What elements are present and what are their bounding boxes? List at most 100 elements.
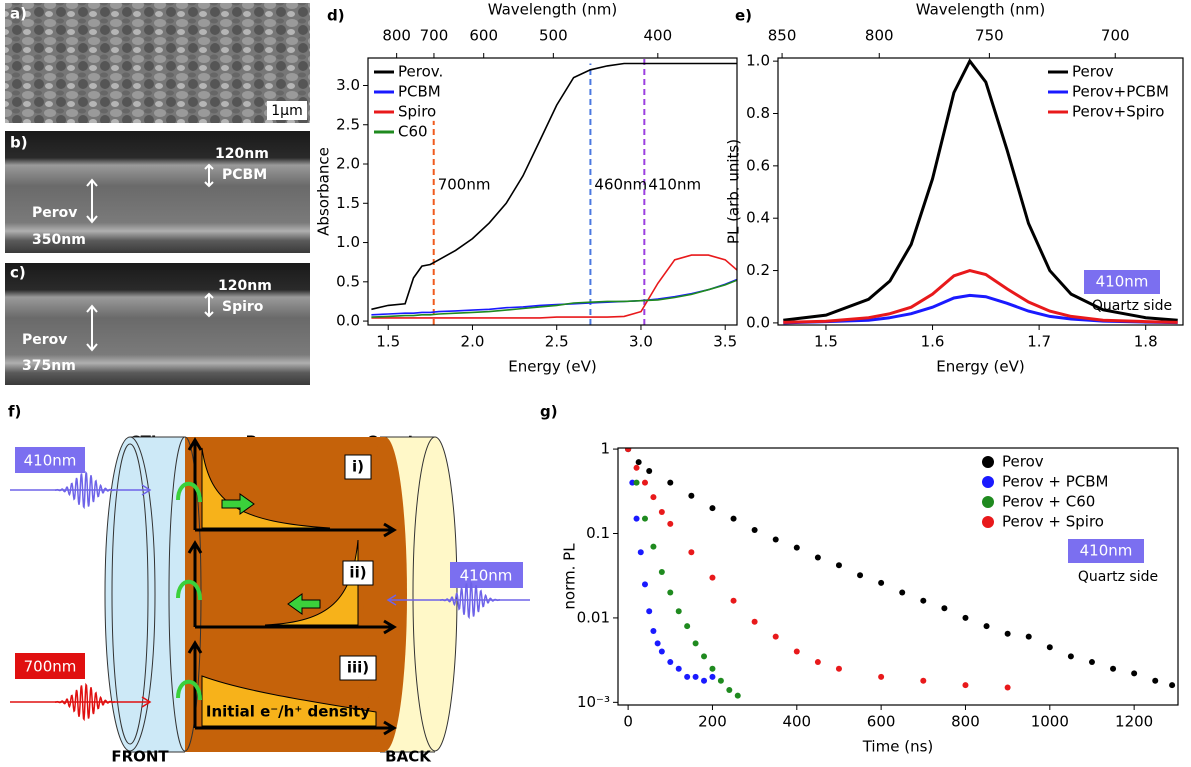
layer-name: Perov: [32, 205, 77, 221]
beam-head: [386, 594, 397, 606]
y-tick-label: 0.8: [746, 104, 770, 122]
panel-label: f): [8, 403, 21, 421]
y-tick-label: 0.6: [746, 156, 770, 174]
data-point: [650, 543, 657, 550]
legend-label: Perov + C60: [1002, 493, 1095, 511]
x-tick-label: 1000: [1031, 713, 1069, 731]
series-line: [371, 62, 737, 311]
data-point: [641, 515, 648, 522]
y-tick-label: 1.5: [336, 194, 360, 212]
legend-swatch: [982, 456, 994, 468]
data-point: [684, 673, 691, 680]
x2-tick-label: 850: [768, 27, 797, 45]
profile-ii: [264, 539, 359, 626]
data-point: [675, 665, 682, 672]
y-tick-label: 0.4: [746, 209, 770, 227]
ctl-front: [104, 436, 156, 752]
layer-thickness: 120nm: [215, 146, 269, 162]
x-tick-label: 1.5: [814, 333, 838, 351]
wave-packet: [55, 470, 115, 510]
thickness-arrow: [86, 163, 214, 224]
data-point: [983, 623, 990, 630]
data-point: [751, 527, 758, 534]
regime-label: i): [352, 458, 364, 476]
regime-labels: i) ii) iii): [339, 454, 377, 681]
legend-label: Spiro: [398, 103, 436, 121]
series-line: [371, 278, 737, 316]
data-point: [658, 648, 665, 655]
annotation: 410nm: [1080, 542, 1133, 560]
data-point: [692, 640, 699, 647]
y-tick-label: 2.5: [336, 115, 360, 133]
data-point: [709, 574, 716, 581]
x-axis-label: Energy (eV): [508, 358, 596, 376]
data-point: [857, 572, 864, 579]
series-line: [783, 293, 1178, 325]
axes-frame: [367, 57, 738, 326]
beam-head: [141, 484, 152, 496]
data-point: [814, 554, 821, 561]
x-tick-label: 200: [698, 713, 727, 731]
legend-label: Perov + Spiro: [1002, 513, 1104, 531]
data-point: [793, 648, 800, 655]
layer-thickness: 120nm: [218, 278, 272, 294]
layer-name: Perov: [22, 332, 67, 348]
x-tick-label: 3.0: [629, 333, 653, 351]
y-axis-label: norm. PL: [561, 543, 579, 610]
data-point: [730, 515, 737, 522]
data-point: [730, 597, 737, 604]
x-tick-label: 400: [782, 713, 811, 731]
data-point: [701, 653, 708, 660]
x-tick-label: 0: [623, 713, 633, 731]
x2-tick-label: 400: [643, 27, 672, 45]
ctl-edge: [130, 436, 185, 753]
data-point: [709, 665, 716, 672]
data-point: [701, 677, 708, 684]
data-point: [688, 549, 695, 556]
layer-name: PCBM: [222, 167, 267, 183]
regime-box: [339, 655, 377, 681]
data-point: [835, 562, 842, 569]
data-point: [772, 633, 779, 640]
layer-thickness: 350nm: [32, 232, 86, 248]
legend-label: Perov + PCBM: [1002, 473, 1109, 491]
data-point: [962, 682, 969, 689]
data-point: [835, 665, 842, 672]
x-tick-label: 2.0: [461, 333, 485, 351]
series-line: [783, 269, 1178, 324]
annotation-box: [1084, 270, 1160, 294]
quartz-edge: [380, 436, 435, 753]
data-point: [772, 536, 779, 543]
regime-box: [344, 454, 372, 480]
data-point: [633, 515, 640, 522]
data-point: [734, 692, 741, 699]
x-tick-label: 1.6: [921, 333, 945, 351]
data-point: [1046, 644, 1053, 651]
data-point: [814, 659, 821, 666]
data-point: [941, 605, 948, 612]
panel-label: a): [10, 5, 27, 23]
diagram: f) CTL Perov Quartz i): [8, 403, 530, 766]
data-point: [878, 673, 885, 680]
data-point: [667, 520, 674, 527]
legend-label: C60: [398, 123, 428, 141]
data-point: [751, 618, 758, 625]
data-point: [920, 597, 927, 604]
y-tick-label: 1.0: [336, 233, 360, 251]
pulse-box: [15, 653, 85, 679]
data-point: [633, 464, 640, 471]
side-label: FRONT: [111, 748, 169, 766]
y-tick-label: 2.0: [336, 155, 360, 173]
legend-swatch: [982, 496, 994, 508]
green-arrows: [221, 493, 321, 615]
data-point: [633, 479, 640, 486]
x2-tick-label: 700: [1101, 27, 1130, 45]
x-axis-label: Time (ns): [862, 738, 934, 756]
legend-label: Perov: [1002, 453, 1044, 471]
plot-area: [371, 58, 737, 325]
data-point: [654, 640, 661, 647]
regime-label: ii): [349, 564, 366, 582]
data-point: [1088, 659, 1095, 666]
pulse-label: 410nm: [24, 452, 77, 470]
y-tick-label: 0.1: [586, 524, 610, 542]
